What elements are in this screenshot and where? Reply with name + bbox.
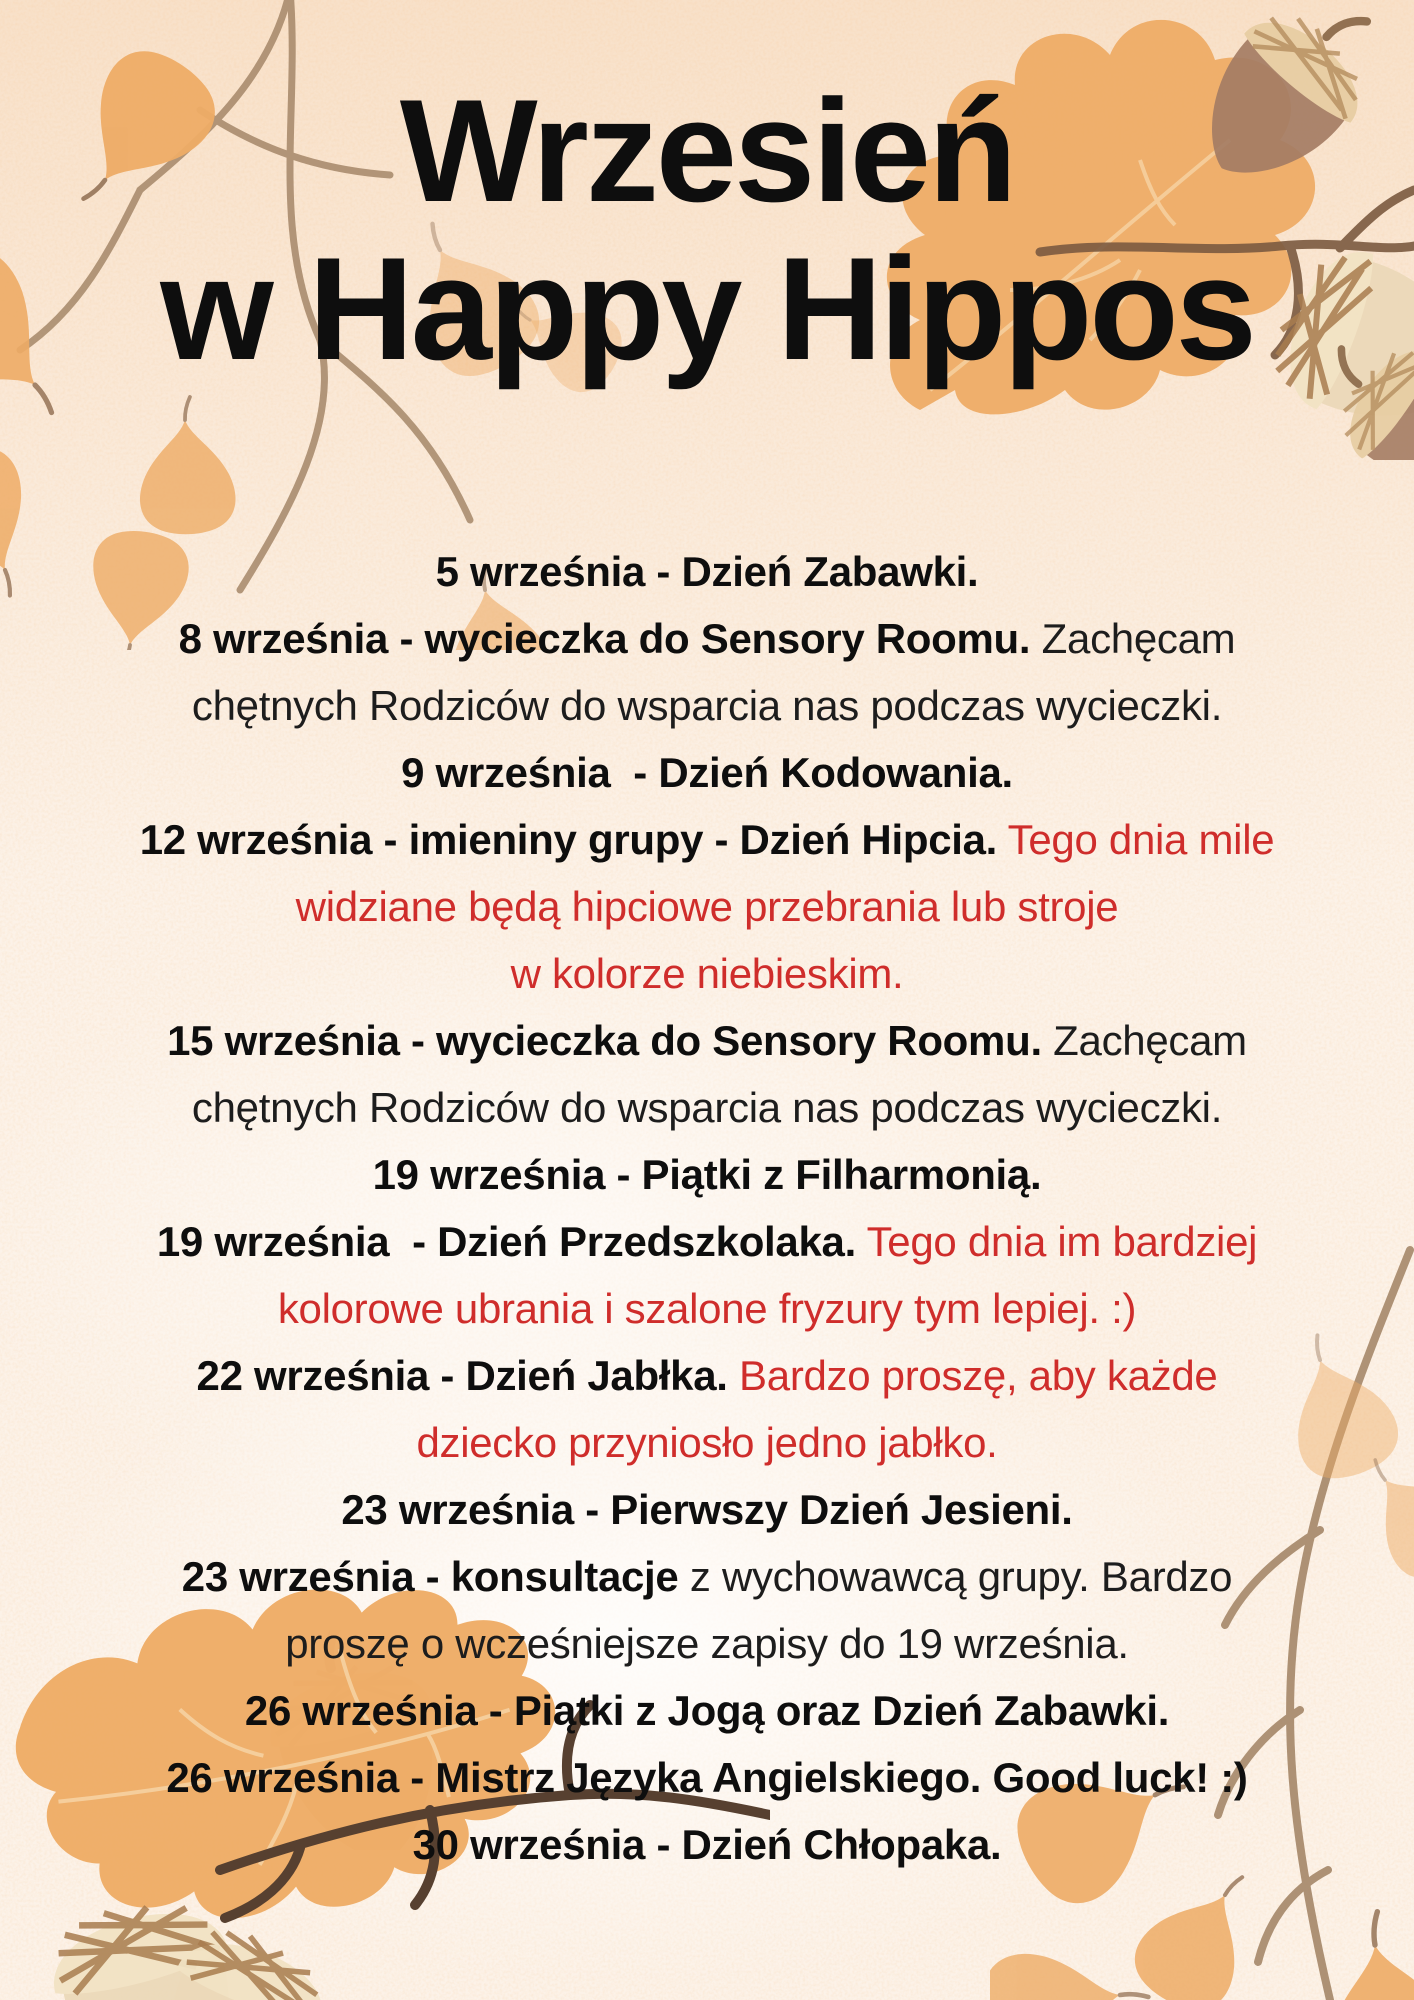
schedule-segment: 5 września - Dzień Zabawki. — [435, 548, 979, 595]
schedule-segment: 9 września - Dzień Kodowania. — [401, 749, 1013, 796]
schedule-segment: 22 września - Dzień Jabłka. — [196, 1352, 728, 1399]
schedule-list: 5 września - Dzień Zabawki. 8 września - … — [0, 538, 1414, 1878]
schedule-line: widziane będą hipciowe przebrania lub st… — [0, 873, 1414, 940]
schedule-line: 19 września - Piątki z Filharmonią. — [0, 1141, 1414, 1208]
schedule-segment: z wychowawcą grupy. Bardzo — [678, 1553, 1233, 1600]
schedule-segment: 26 września - Mistrz Języka Angielskiego… — [166, 1754, 1248, 1801]
schedule-line: 8 września - wycieczka do Sensory Roomu.… — [0, 605, 1414, 672]
schedule-line: 23 września - konsultacje z wychowawcą g… — [0, 1543, 1414, 1610]
schedule-segment: Tego dnia im bardziej — [855, 1218, 1258, 1265]
schedule-line: 22 września - Dzień Jabłka. Bardzo prosz… — [0, 1342, 1414, 1409]
autumn-branch-bottom-right — [990, 1246, 1414, 2000]
schedule-line: chętnych Rodziców do wsparcia nas podcza… — [0, 672, 1414, 739]
schedule-line: 9 września - Dzień Kodowania. — [0, 739, 1414, 806]
schedule-segment: Bardzo proszę, aby każde — [727, 1352, 1218, 1399]
schedule-line: 15 września - wycieczka do Sensory Roomu… — [0, 1007, 1414, 1074]
poster-title: Wrzesień w Happy Hippos — [0, 72, 1414, 388]
schedule-segment: 12 września - imieniny grupy - Dzień Hip… — [139, 816, 998, 863]
schedule-line: dziecko przyniosło jedno jabłko. — [0, 1409, 1414, 1476]
poster-title-line2: w Happy Hippos — [160, 227, 1257, 390]
schedule-segment: Zachęcam — [1030, 615, 1236, 662]
schedule-segment: 8 września - wycieczka do Sensory Roomu. — [178, 615, 1031, 662]
autumn-oak-top-right — [886, 0, 1414, 460]
schedule-segment: 19 września - Dzień Przedszkolaka. — [156, 1218, 856, 1265]
schedule-line: 30 września - Dzień Chłopaka. — [0, 1811, 1414, 1878]
schedule-line: 19 września - Dzień Przedszkolaka. Tego … — [0, 1208, 1414, 1275]
poster-title-line1: Wrzesień — [399, 69, 1017, 232]
schedule-segment: w kolorze niebieskim. — [510, 950, 904, 997]
schedule-line: chętnych Rodziców do wsparcia nas podcza… — [0, 1074, 1414, 1141]
autumn-leaves-top-left — [0, 0, 630, 650]
schedule-segment: Tego dnia mile — [997, 816, 1275, 863]
schedule-segment: 23 września - konsultacje — [181, 1553, 679, 1600]
autumn-oak-bottom-left — [15, 1589, 770, 2000]
schedule-segment: proszę o wcześniejsze zapisy do 19 wrześ… — [285, 1620, 1129, 1667]
schedule-segment: 15 września - wycieczka do Sensory Roomu… — [167, 1017, 1042, 1064]
schedule-segment: 30 września - Dzień Chłopaka. — [412, 1821, 1002, 1868]
schedule-segment: 19 września - Piątki z Filharmonią. — [372, 1151, 1042, 1198]
schedule-segment: chętnych Rodziców do wsparcia nas podcza… — [191, 1084, 1223, 1131]
schedule-line: w kolorze niebieskim. — [0, 940, 1414, 1007]
schedule-line: 26 września - Piątki z Jogą oraz Dzień Z… — [0, 1677, 1414, 1744]
schedule-line: kolorowe ubrania i szalone fryzury tym l… — [0, 1275, 1414, 1342]
schedule-segment: Zachęcam — [1041, 1017, 1247, 1064]
schedule-segment: kolorowe ubrania i szalone fryzury tym l… — [277, 1285, 1137, 1332]
schedule-segment: 23 września - Pierwszy Dzień Jesieni. — [341, 1486, 1073, 1533]
schedule-segment: chętnych Rodziców do wsparcia nas podcza… — [191, 682, 1223, 729]
schedule-line: 5 września - Dzień Zabawki. — [0, 538, 1414, 605]
schedule-segment: 26 września - Piątki z Jogą oraz Dzień Z… — [244, 1687, 1170, 1734]
schedule-segment: widziane będą hipciowe przebrania lub st… — [295, 883, 1119, 930]
schedule-line: proszę o wcześniejsze zapisy do 19 wrześ… — [0, 1610, 1414, 1677]
schedule-line: 26 września - Mistrz Języka Angielskiego… — [0, 1744, 1414, 1811]
schedule-line: 12 września - imieniny grupy - Dzień Hip… — [0, 806, 1414, 873]
schedule-line: 23 września - Pierwszy Dzień Jesieni. — [0, 1476, 1414, 1543]
schedule-segment: dziecko przyniosło jedno jabłko. — [416, 1419, 998, 1466]
